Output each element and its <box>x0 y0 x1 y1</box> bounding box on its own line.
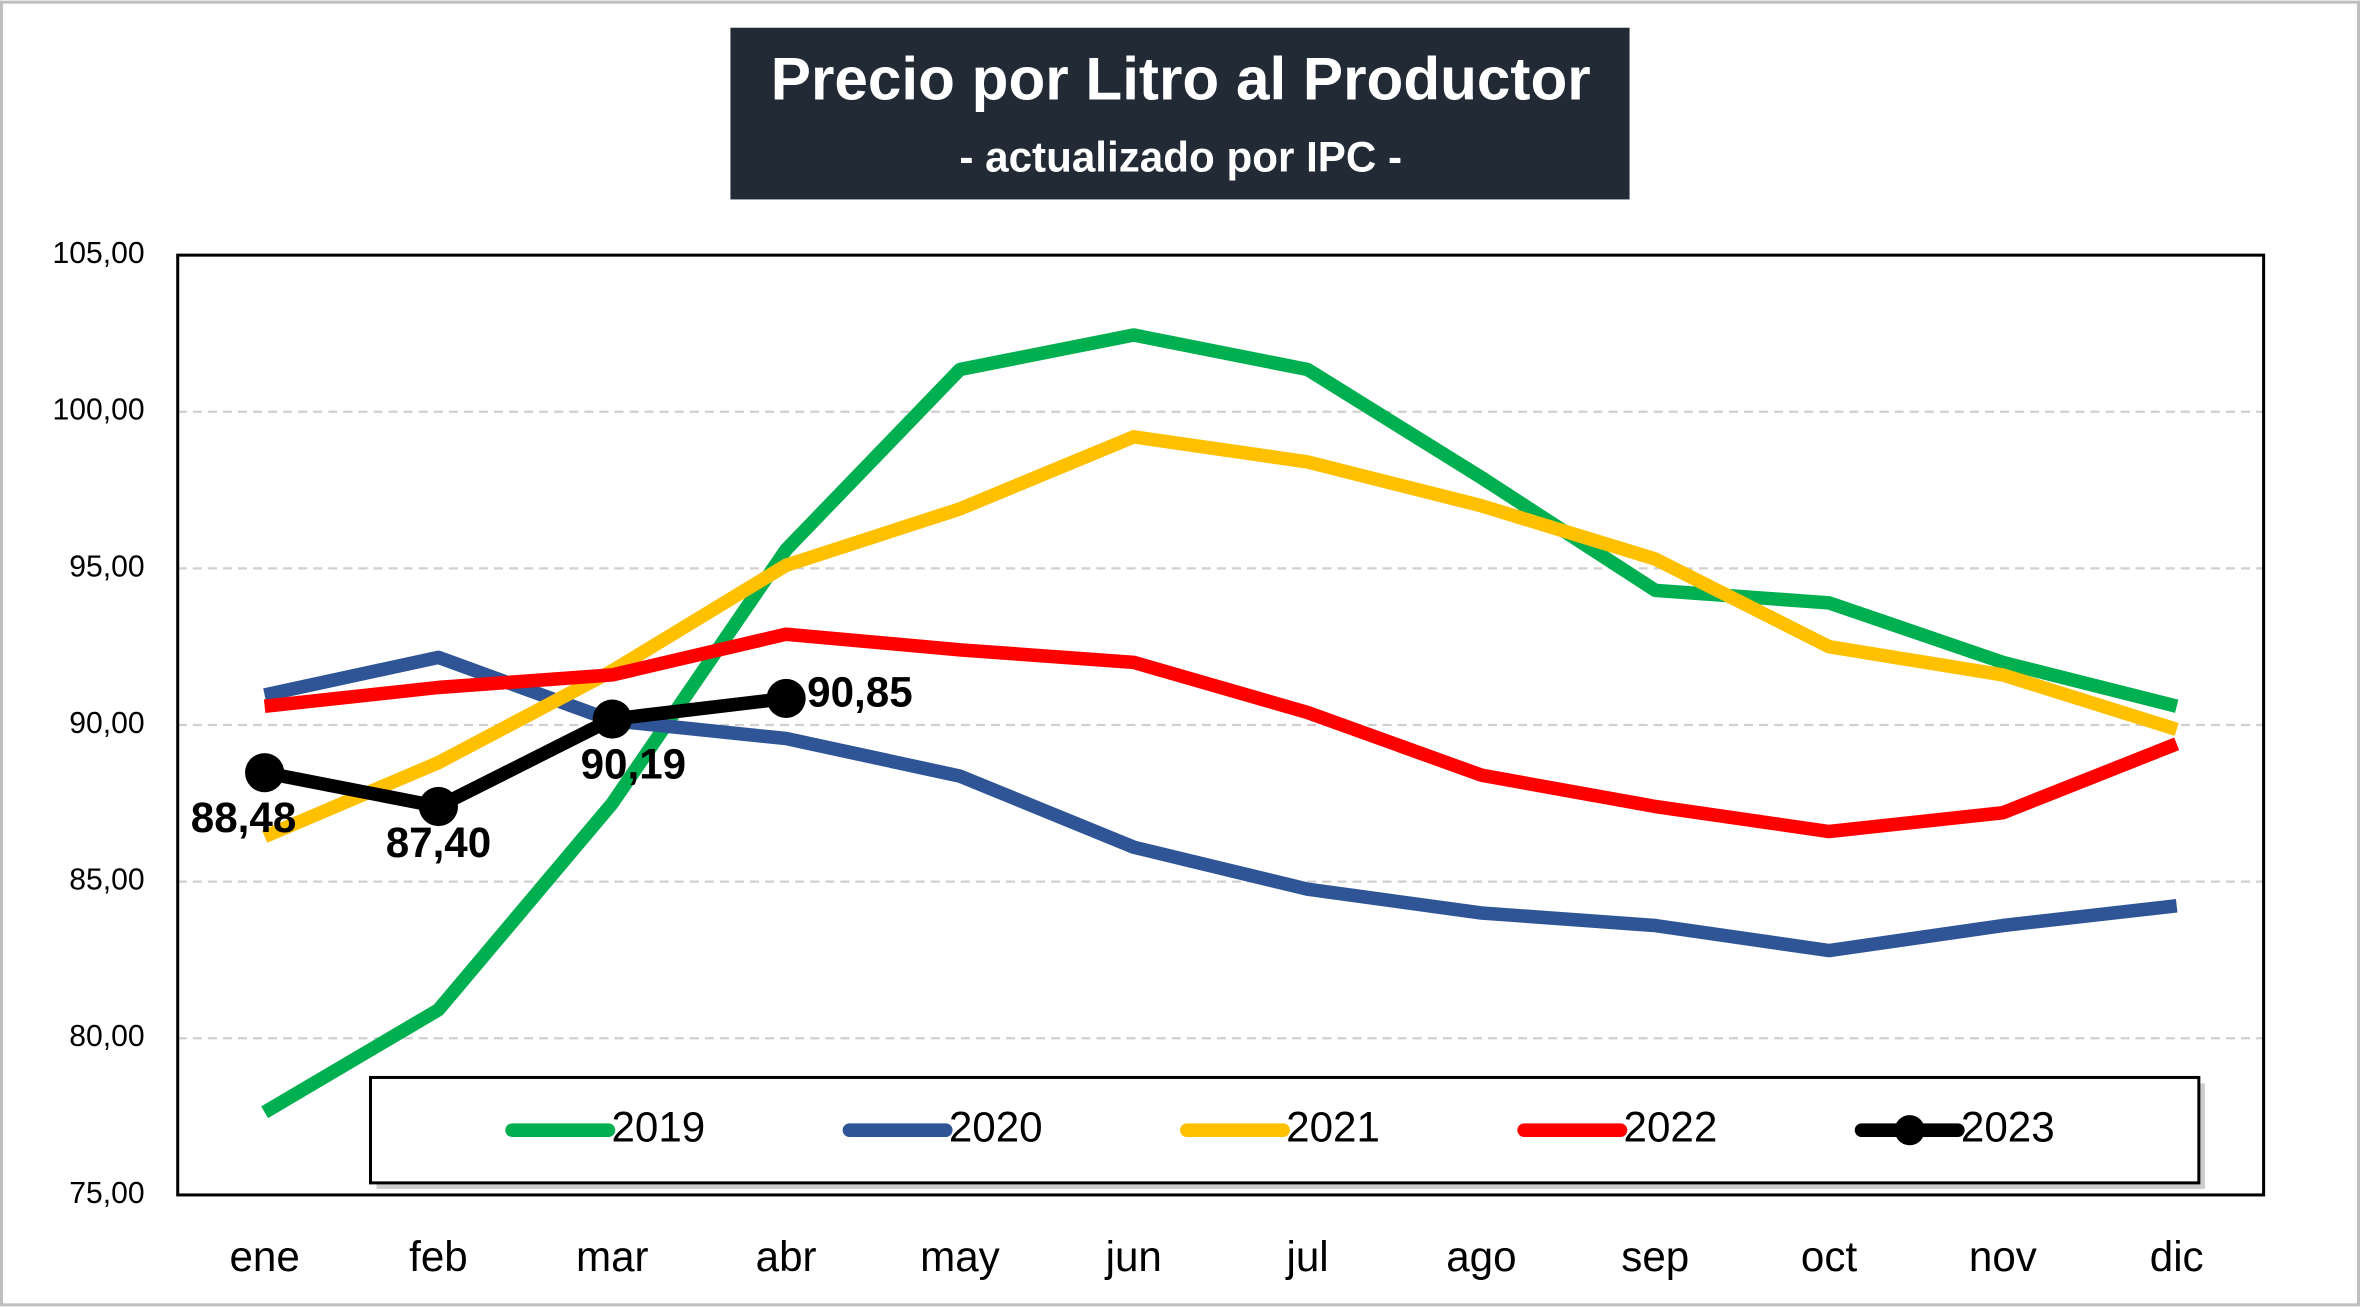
legend-label: 2020 <box>949 1103 1043 1150</box>
point-marker <box>592 699 632 739</box>
y-tick-label: 100,00 <box>52 394 144 427</box>
x-tick-label: abr <box>756 1233 817 1280</box>
x-tick-label: nov <box>1969 1233 2037 1280</box>
point-marker <box>766 678 806 718</box>
plot-frame <box>176 253 2266 1197</box>
y-tick-label: 105,00 <box>52 237 144 270</box>
x-tick-label: jun <box>1104 1233 1162 1280</box>
point-marker <box>245 753 285 793</box>
x-tick-label: ene <box>229 1233 299 1280</box>
legend-label: 2021 <box>1286 1103 1380 1150</box>
series-line <box>261 430 2179 843</box>
x-tick-label: feb <box>409 1233 468 1280</box>
data-label: 88,48 <box>191 794 297 841</box>
series-line <box>263 627 2180 839</box>
legend-marker <box>1894 1115 1925 1146</box>
series-line <box>261 328 2179 1119</box>
chart-title: Precio por Litro al Productor <box>771 44 1591 112</box>
x-tick-label: sep <box>1621 1233 1689 1280</box>
series-line <box>263 691 787 814</box>
data-label: 90,19 <box>581 740 686 787</box>
legend-label: 2023 <box>1961 1103 2055 1150</box>
data-label: 90,85 <box>807 669 913 716</box>
chart-subtitle: - actualizado por IPC - <box>959 133 1402 180</box>
lines: 88,48 87,40 90,19 90,85 <box>191 328 2180 1119</box>
series-line <box>263 650 2178 958</box>
y-tick-label: 85,00 <box>69 864 144 897</box>
x-tick-label: may <box>920 1233 1000 1280</box>
x-tick-label: ago <box>1446 1233 1516 1280</box>
point-marker <box>418 786 459 827</box>
x-tick-label: mar <box>576 1233 649 1280</box>
y-tick-label: 90,00 <box>69 707 144 740</box>
y-tick-label: 80,00 <box>69 1020 144 1053</box>
title-box <box>730 27 1630 200</box>
x-tick-label: dic <box>2150 1233 2204 1280</box>
x-tick-label: jul <box>1284 1233 1328 1280</box>
legend-label: 2019 <box>611 1103 705 1150</box>
data-label: 87,40 <box>386 819 491 866</box>
legend: 2019 2020 2021 2022 2023 <box>505 1103 2055 1150</box>
legend-label: 2022 <box>1624 1103 1718 1150</box>
y-tick-label: 95,00 <box>69 550 144 583</box>
y-tick-label: 75,00 <box>69 1177 144 1210</box>
x-tick-label: oct <box>1801 1233 1858 1280</box>
